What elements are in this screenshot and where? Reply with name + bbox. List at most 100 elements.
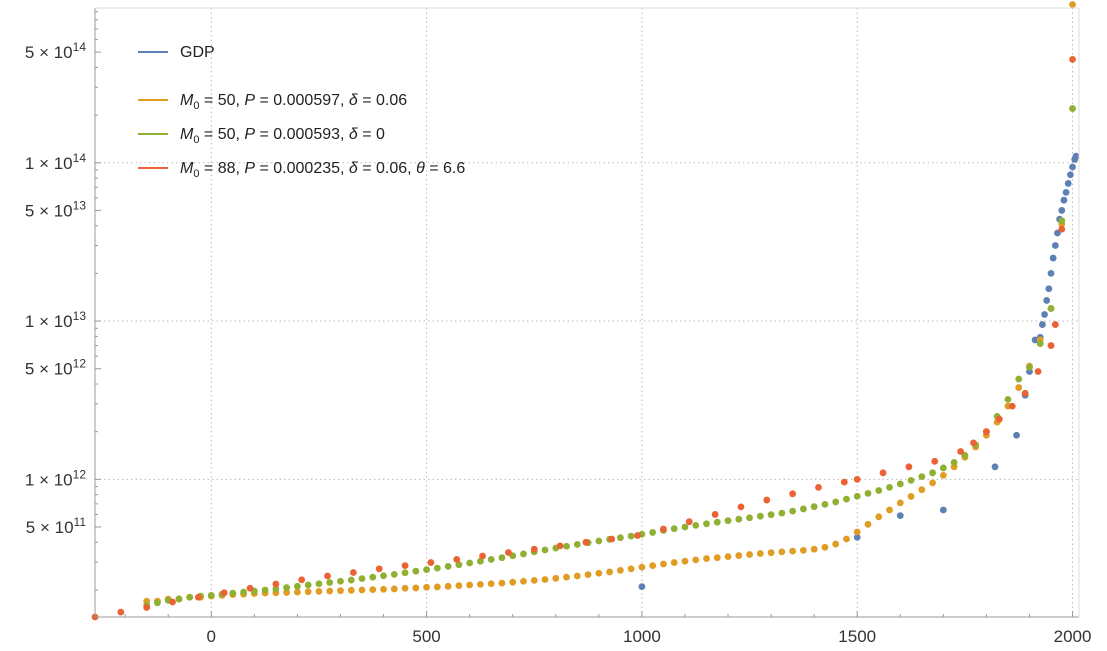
legend-text-part: = 0.000235,: [255, 160, 349, 177]
frame-layer: [94, 7, 1080, 618]
data-point-series-2: [207, 591, 215, 599]
data-point-series-0: [638, 583, 646, 591]
data-point-series-2: [1058, 217, 1066, 225]
data-point-series-3: [905, 463, 913, 471]
data-point-series-1: [487, 580, 495, 588]
data-point-series-3: [711, 511, 719, 518]
data-point-series-2: [186, 593, 194, 601]
data-point-series-3: [995, 415, 1003, 423]
data-point-series-2: [735, 515, 743, 523]
data-point-series-3: [427, 559, 435, 566]
data-point-series-3: [1058, 225, 1066, 233]
legend-symbol-m: M: [180, 126, 194, 143]
legend-symbol-delta: δ: [349, 126, 359, 143]
data-point-series-3: [220, 589, 228, 597]
data-point-series-2: [746, 514, 753, 522]
y-tick-label: 1 × 1013: [25, 309, 86, 331]
y-tick-base: 5 × 10: [26, 518, 74, 537]
data-point-series-2: [929, 469, 936, 477]
data-point-series-2: [627, 532, 635, 540]
y-tick-label: 5 × 1011: [26, 515, 87, 537]
data-point-series-2: [423, 566, 430, 574]
data-point-series-3: [737, 503, 745, 511]
data-point-series-2: [304, 581, 312, 589]
data-point-series-1: [649, 562, 657, 570]
data-point-series-1: [552, 574, 560, 582]
data-point-series-0: [1047, 270, 1055, 277]
data-point-series-0: [1064, 180, 1072, 187]
data-point-series-1: [778, 548, 786, 556]
data-point-series-1: [713, 554, 721, 562]
data-point-series-3: [194, 593, 202, 601]
data-point-series-2: [1004, 395, 1012, 403]
y-tick-exponent: 12: [73, 357, 87, 371]
data-point-series-2: [896, 480, 904, 488]
legend-symbol-p: P: [244, 92, 255, 109]
data-point-series-3: [375, 565, 383, 573]
data-point-series-2: [466, 559, 474, 567]
data-point-series-2: [1015, 375, 1023, 383]
data-point-series-0: [1062, 188, 1070, 196]
data-point-series-2: [789, 507, 797, 515]
legend-symbol-p: P: [244, 160, 255, 177]
y-tick-label: 1 × 1014: [25, 151, 86, 173]
data-point-series-3: [505, 549, 512, 556]
data-point-series-1: [530, 576, 538, 584]
data-point-series-2: [294, 582, 301, 590]
data-point-series-2: [950, 458, 958, 466]
data-point-series-3: [853, 475, 861, 483]
legend-subscript: 0: [193, 100, 199, 112]
data-point-series-2: [315, 580, 323, 588]
data-point-series-0: [991, 463, 999, 471]
data-point-series-3: [634, 532, 641, 539]
data-point-series-1: [423, 583, 430, 591]
legend-text-part: = 0: [358, 126, 385, 143]
data-point-series-0: [939, 506, 947, 514]
data-point-series-2: [358, 575, 366, 582]
data-point-series-1: [584, 571, 592, 579]
data-point-series-1: [520, 577, 527, 585]
data-point-series-2: [767, 511, 775, 519]
data-point-series-2: [573, 541, 581, 548]
data-point-series-1: [692, 556, 700, 564]
data-point-series-2: [853, 492, 861, 500]
data-point-series-0: [1031, 336, 1039, 344]
data-point-series-2: [369, 573, 377, 581]
data-point-series-1: [746, 551, 753, 558]
data-point-series-0: [1051, 242, 1059, 249]
data-point-series-1: [756, 550, 764, 557]
data-point-series-3: [1021, 389, 1029, 397]
data-point-series-1: [304, 588, 312, 596]
data-point-series-1: [283, 589, 291, 596]
data-point-series-3: [169, 598, 176, 606]
data-point-series-2: [175, 595, 183, 603]
data-point-series-1: [412, 584, 420, 592]
data-point-series-1: [1015, 384, 1023, 391]
legend-label-3: M0 = 88, P = 0.000235, δ = 0.06, θ = 6.6: [180, 160, 465, 180]
data-point-series-1: [724, 553, 732, 560]
data-point-series-1: [326, 587, 334, 595]
data-point-series-1: [573, 572, 581, 580]
data-point-series-2: [832, 498, 840, 506]
data-point-series-3: [401, 562, 409, 570]
data-point-series-2: [595, 537, 603, 545]
data-point-series-2: [455, 561, 463, 569]
data-point-series-2: [520, 550, 527, 558]
data-point-series-1: [907, 493, 915, 500]
data-point-series-2: [703, 520, 710, 528]
data-point-series-1: [455, 582, 463, 590]
data-point-series-1: [1069, 1, 1076, 8]
data-point-series-2: [1047, 305, 1055, 312]
data-point-series-0: [853, 533, 861, 541]
data-point-series-2: [875, 487, 883, 494]
legend-symbol-delta: δ: [349, 160, 359, 177]
data-point-series-3: [143, 604, 151, 611]
data-point-series-3: [660, 525, 667, 533]
data-point-series-3: [1069, 55, 1076, 63]
legend-subscript: 0: [193, 134, 199, 146]
data-point-series-0: [1013, 431, 1020, 439]
data-point-series-1: [703, 555, 710, 562]
